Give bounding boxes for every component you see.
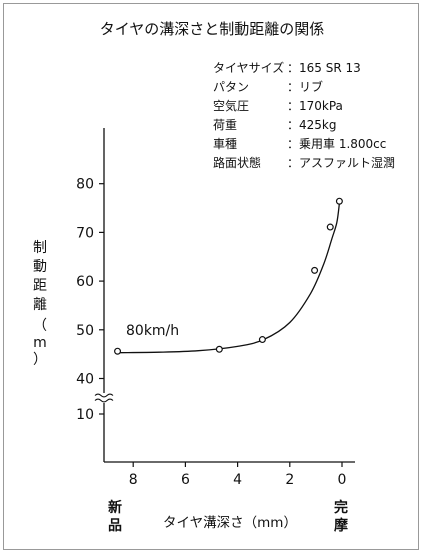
spec-label: 空気圧 xyxy=(213,98,249,113)
axis-break-mark xyxy=(94,393,114,398)
spec-value: ：リブ xyxy=(287,79,323,94)
data-point xyxy=(335,197,343,205)
y-axis-label-char: （ xyxy=(33,318,47,334)
spec-value: ：アスファルト湿潤 xyxy=(287,155,395,170)
x-axis-label-group: タイヤ溝深さ（mm） xyxy=(163,515,297,531)
y-axis-label-char: 動 xyxy=(33,259,47,275)
x-axis-end-labels: 新品 完摩 xyxy=(108,499,349,534)
figure-frame xyxy=(3,3,419,550)
x-end-label-new: 新 xyxy=(108,499,122,516)
x-tick-label: 8 xyxy=(129,472,138,488)
y-tick-label: 70 xyxy=(76,225,94,241)
x-tick-label: 2 xyxy=(285,472,294,488)
spec-label: 路面状態 xyxy=(213,155,261,170)
x-tick-label: 6 xyxy=(181,472,190,488)
speed-annotation: 80km/h xyxy=(126,323,179,339)
data-point xyxy=(326,223,334,231)
data-point xyxy=(215,345,223,353)
x-axis-label: タイヤ溝深さ（mm） xyxy=(163,515,297,531)
spec-label: 荷重 xyxy=(213,118,237,132)
axis-break-mark xyxy=(94,398,114,403)
y-axis-label-char: 離 xyxy=(33,296,47,313)
spec-label: パタン xyxy=(213,80,249,94)
spec-value: ：425kg xyxy=(287,118,336,132)
y-tick-label: 50 xyxy=(76,323,94,339)
spec-value: ：乗用車 1.800cc xyxy=(287,137,386,151)
x-end-label-new: 品 xyxy=(108,518,122,534)
y-axis-label-char: m xyxy=(33,335,47,351)
y-axis-label-char: ） xyxy=(33,352,47,368)
fitted-curve xyxy=(117,203,341,354)
plot-area xyxy=(114,197,343,355)
x-tick-label: 4 xyxy=(233,472,242,488)
y-tick-label: 80 xyxy=(76,177,94,193)
x-tick-label: 0 xyxy=(338,472,347,488)
y-axis-label-char: 制 xyxy=(33,240,47,256)
data-point xyxy=(311,266,319,274)
spec-value: ：165 SR 13 xyxy=(287,61,361,75)
y-tick-label: 60 xyxy=(76,274,94,290)
spec-value: ：170kPa xyxy=(287,99,343,113)
y-tick-label: 10 xyxy=(76,407,94,423)
y-tick-label: 40 xyxy=(76,372,94,388)
data-point xyxy=(258,336,266,344)
data-point xyxy=(114,347,122,355)
x-end-label-worn: 摩 xyxy=(334,517,349,534)
axes: 80 70 60 50 40 10 8 6 4 2 0 xyxy=(76,128,355,488)
y-axis-label: 制動距離 （m） xyxy=(33,240,47,368)
y-axis-label-char: 距 xyxy=(33,278,47,294)
spec-label: 車種 xyxy=(213,137,237,151)
chart-title: タイヤの溝深さと制動距離の関係 xyxy=(100,20,325,38)
x-end-label-worn: 完 xyxy=(334,499,348,516)
spec-label: タイヤサイズ xyxy=(213,60,284,75)
